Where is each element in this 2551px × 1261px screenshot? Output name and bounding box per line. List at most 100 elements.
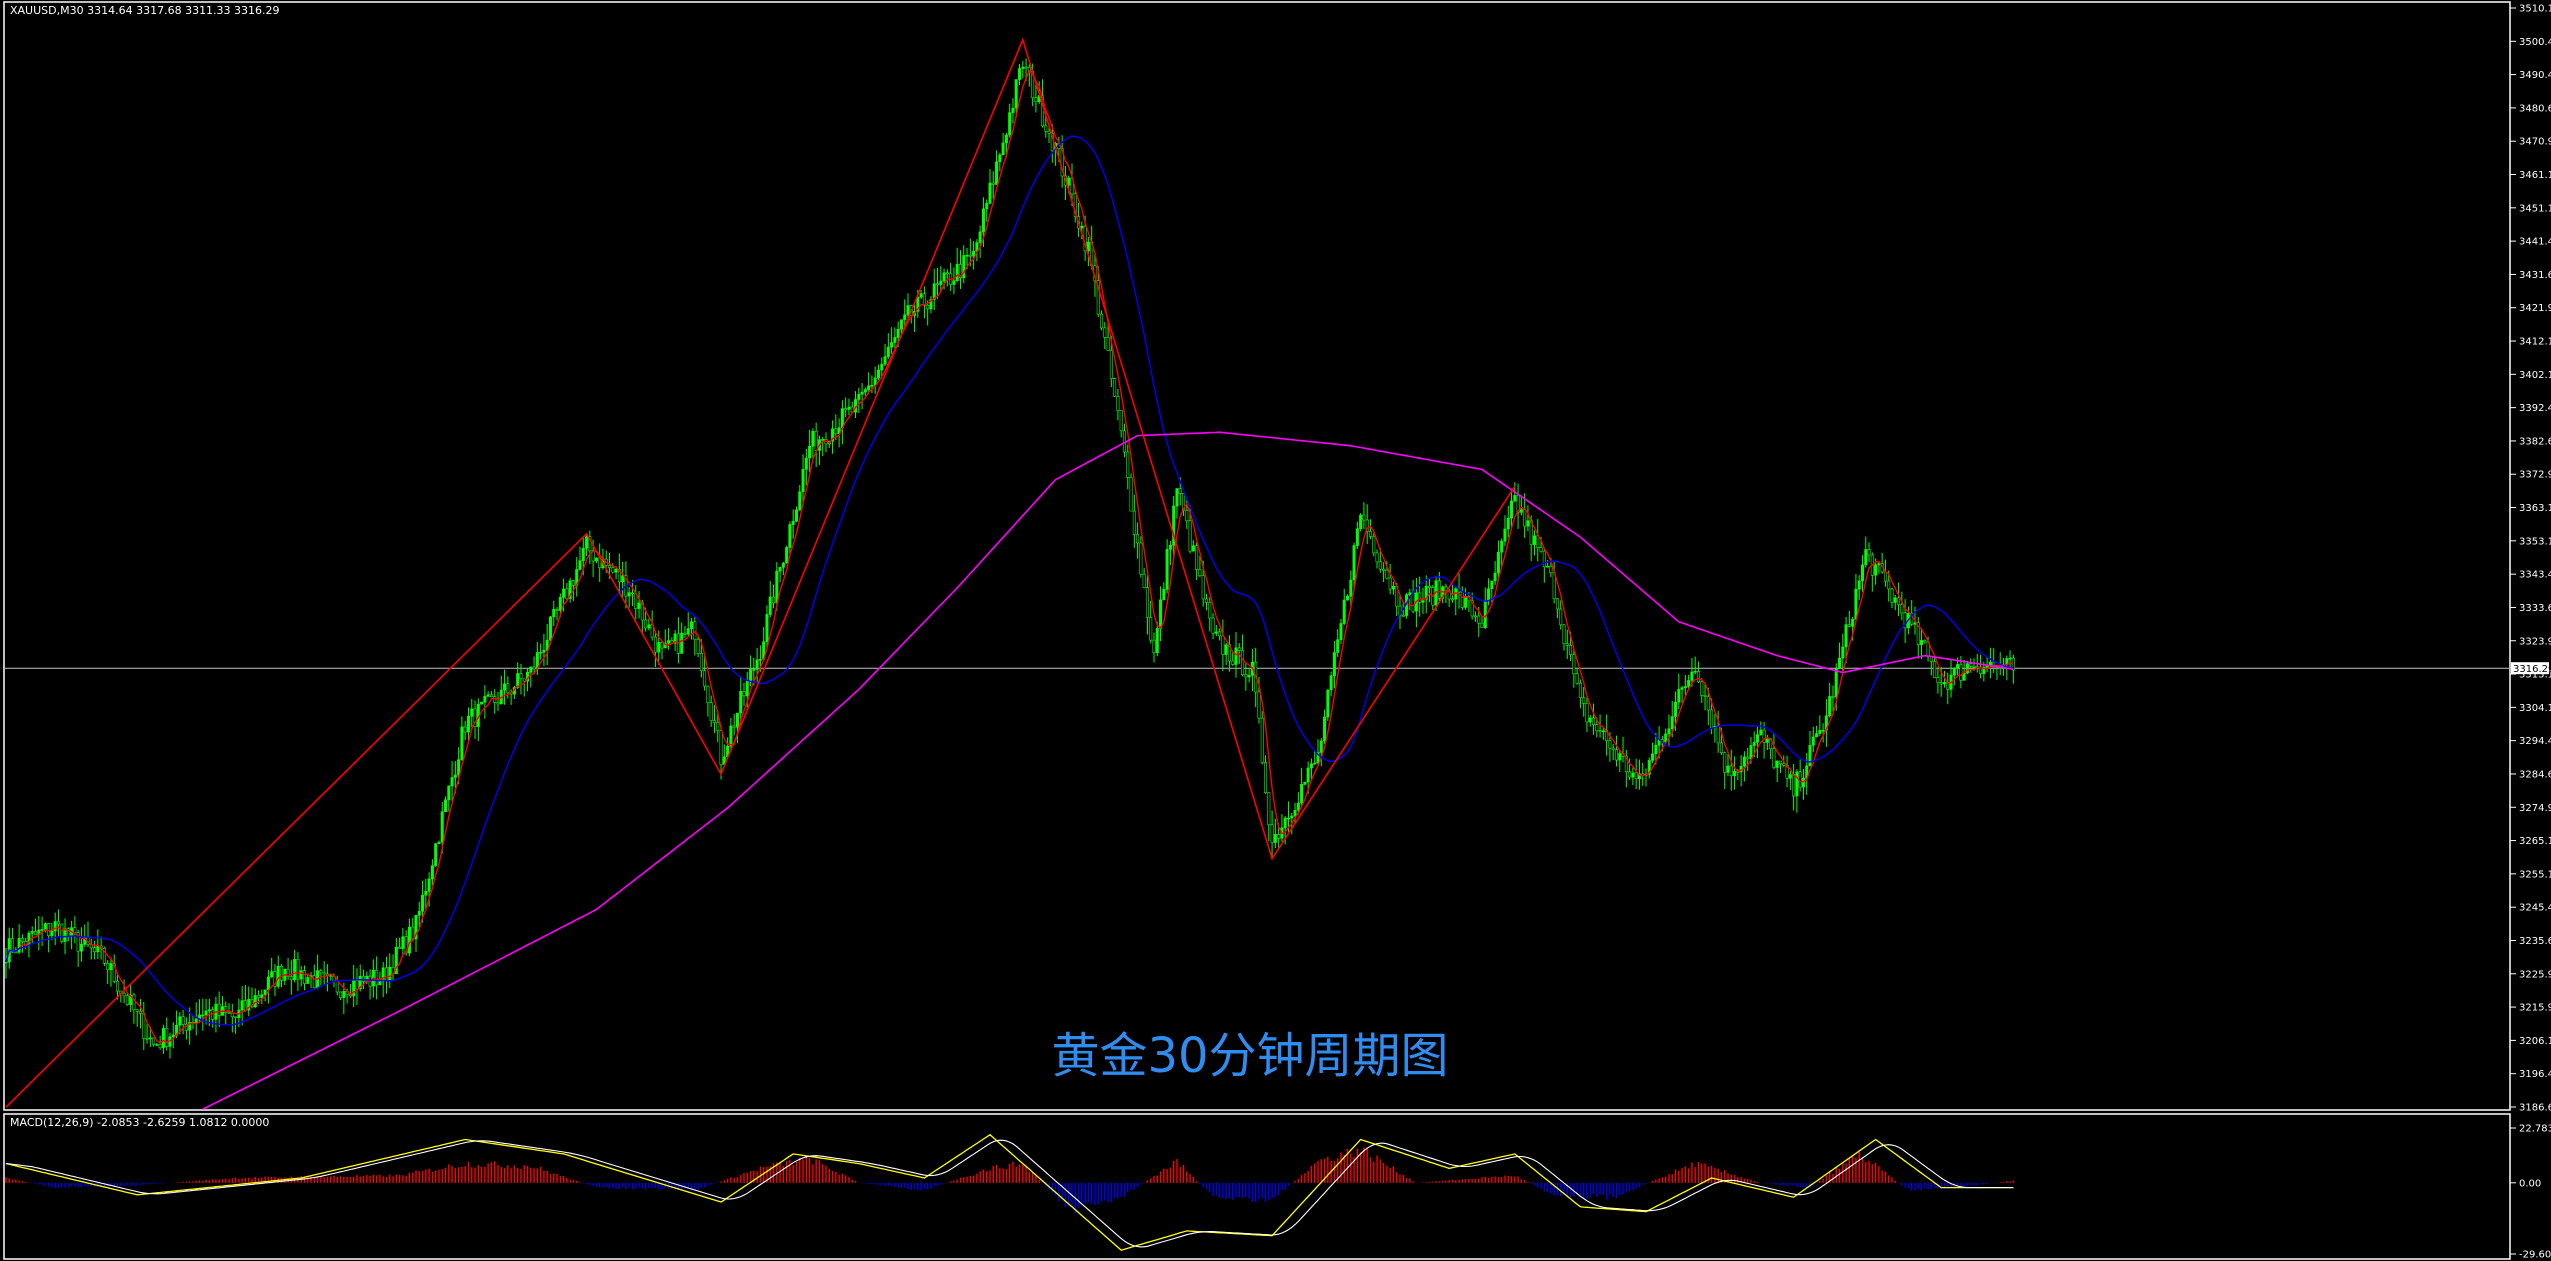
candle (1588, 714, 1592, 727)
candle (1893, 594, 1897, 611)
price-tick-label: 3382.65 (2519, 436, 2551, 447)
candle (1952, 667, 1956, 686)
candle (11, 927, 15, 953)
macd-panel: 22.7833 0.00 -29.6040 (3, 1113, 2551, 1261)
candle (1218, 628, 1222, 641)
candle (1592, 703, 1596, 735)
candle (542, 633, 546, 667)
candle (939, 266, 943, 292)
candle (201, 998, 205, 1031)
candle (227, 1003, 231, 1014)
candle (1618, 750, 1622, 772)
candle (1362, 502, 1366, 529)
price-tick-label: 3284.65 (2519, 769, 2551, 780)
candle (739, 676, 743, 727)
macd-info-label: MACD(12,26,9) -2.0853 -2.6259 1.0812 0.0… (10, 1116, 269, 1129)
candle (217, 991, 221, 1028)
candle (60, 923, 64, 944)
price-tick-label: 3215.90 (2519, 1003, 2551, 1014)
candle (729, 717, 733, 753)
candle (1100, 310, 1104, 331)
candle (56, 909, 60, 938)
candle (1129, 473, 1133, 512)
price-tick-label: 3363.15 (2519, 503, 2551, 514)
candle (1654, 732, 1658, 765)
candle (1267, 792, 1271, 842)
candle (1821, 723, 1825, 743)
candle (152, 1037, 156, 1047)
current-price-badge (2511, 662, 2549, 675)
candle (145, 1024, 149, 1044)
price-tick-label: 3304.15 (2519, 703, 2551, 714)
candle (1788, 770, 1792, 791)
candle (1785, 755, 1789, 788)
price-tick-label: 3313.15 (2519, 670, 2551, 681)
candle (985, 199, 989, 222)
candle (460, 716, 464, 761)
candle (1149, 600, 1153, 644)
candle (1542, 547, 1546, 583)
candle (680, 622, 684, 654)
macd-signal-line (5, 1139, 2014, 1248)
candle (686, 612, 690, 636)
candle (1103, 322, 1107, 350)
candle (480, 701, 484, 705)
price-tick-label: 3392.40 (2519, 403, 2551, 414)
candle (1496, 540, 1500, 581)
candle (1611, 744, 1615, 761)
candle (588, 530, 592, 564)
candle (270, 957, 274, 978)
candle (988, 169, 992, 205)
candle (1634, 758, 1638, 790)
candle (1756, 726, 1760, 759)
price-tick-label: 3510.15 (2519, 4, 2551, 15)
candle (1145, 575, 1149, 635)
candle (1195, 542, 1199, 581)
candle (952, 267, 956, 295)
candle (1270, 810, 1274, 858)
candle (407, 918, 411, 957)
candle (516, 662, 520, 689)
candle (1336, 629, 1340, 657)
price-tick-label: 3265.15 (2519, 836, 2551, 847)
candle (204, 998, 208, 1025)
candle (1624, 749, 1628, 788)
candle (1011, 98, 1015, 124)
candle (585, 534, 589, 556)
candle (1136, 522, 1140, 559)
candle (883, 343, 887, 367)
candle (1096, 266, 1100, 318)
candle (1582, 687, 1586, 717)
candle (421, 880, 425, 923)
candle (903, 299, 907, 328)
candle (1385, 560, 1389, 580)
candle (772, 584, 776, 609)
candle (565, 582, 569, 601)
candle (578, 546, 582, 571)
candle (1828, 682, 1832, 718)
candle (529, 666, 533, 688)
candle (1175, 488, 1179, 519)
candle (1359, 513, 1363, 532)
candle (617, 553, 621, 594)
candle (1198, 555, 1202, 578)
candle (1526, 505, 1530, 532)
candle (466, 707, 470, 741)
candle (1601, 727, 1605, 740)
candle (1244, 662, 1248, 691)
candle (876, 364, 880, 381)
candle (1208, 597, 1212, 632)
zigzag-line (5, 37, 1516, 1108)
candle (302, 965, 306, 991)
price-tick-label: 3196.40 (2519, 1069, 2551, 1080)
candle (486, 691, 490, 697)
candle (1204, 593, 1208, 611)
chart-watermark: 黄金30分钟周期图 (1051, 1028, 1448, 1084)
candle (79, 927, 83, 962)
ma-mid-line (5, 135, 2014, 1026)
candle (1168, 541, 1172, 566)
candle (1746, 747, 1750, 771)
candle (296, 952, 300, 991)
candle (1857, 575, 1861, 601)
candle (1841, 633, 1845, 672)
